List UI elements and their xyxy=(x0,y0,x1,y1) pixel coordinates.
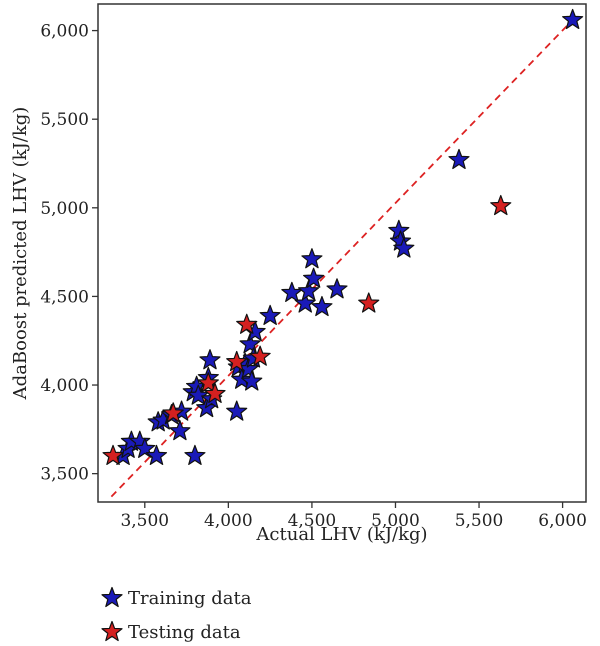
testing-point xyxy=(102,444,124,466)
testing-point xyxy=(236,313,258,334)
training-point xyxy=(169,420,191,441)
y-tick-label: 4,500 xyxy=(40,287,89,307)
x-tick-label: 4,000 xyxy=(204,511,253,531)
testing-series xyxy=(102,194,512,466)
x-tick-label: 3,500 xyxy=(120,511,169,531)
training-point xyxy=(199,349,221,370)
testing-point xyxy=(249,345,271,366)
y-tick-label: 6,000 xyxy=(40,22,89,42)
training-point xyxy=(448,148,470,170)
testing-point xyxy=(358,292,380,313)
training-point xyxy=(241,370,263,391)
training-point xyxy=(239,333,261,354)
y-axis-title: AdaBoost predicted LHV (kJ/kg) xyxy=(10,107,31,401)
training-point xyxy=(184,444,206,466)
training-point xyxy=(326,278,348,299)
training-point xyxy=(281,281,303,302)
training-point xyxy=(562,8,584,30)
training-point xyxy=(294,292,316,313)
legend: Training data Testing data xyxy=(101,586,252,643)
y-tick-label: 5,500 xyxy=(40,110,89,130)
testing-point xyxy=(490,194,512,216)
legend-star-testing-icon xyxy=(101,620,123,642)
training-point xyxy=(187,384,209,405)
training-point xyxy=(145,444,168,466)
training-point xyxy=(259,304,281,326)
y-tick-label: 4,000 xyxy=(40,376,89,396)
legend-star-shape xyxy=(101,620,123,642)
x-axis-title: Actual LHV (kJ/kg) xyxy=(255,524,427,545)
reference-line xyxy=(110,19,574,498)
testing-point xyxy=(197,372,219,393)
legend-label-testing: Testing data xyxy=(128,622,241,643)
training-point xyxy=(226,400,248,421)
training-point xyxy=(393,237,415,258)
x-tick-label: 5,000 xyxy=(371,511,420,531)
legend-star-shape xyxy=(101,586,123,608)
testing-point xyxy=(162,402,184,423)
y-tick-label: 3,500 xyxy=(40,465,89,485)
training-point xyxy=(301,248,323,269)
testing-point xyxy=(226,350,248,372)
legend-star-training-icon xyxy=(101,586,123,608)
training-point xyxy=(297,280,320,301)
x-tick-label: 5,500 xyxy=(455,511,504,531)
y-tick-label: 5,000 xyxy=(40,199,89,219)
training-point xyxy=(303,267,325,288)
training-point xyxy=(134,437,156,458)
x-axis: 3,500 4,000 4,500 5,000 5,500 6,000 xyxy=(120,502,587,531)
plot-frame xyxy=(97,3,587,503)
x-tick-label: 4,500 xyxy=(288,511,337,531)
training-point xyxy=(311,295,333,317)
legend-label-training: Training data xyxy=(128,588,252,609)
y-axis: 3,500 4,000 4,500 5,000 5,500 6,000 xyxy=(40,22,98,485)
training-series xyxy=(112,8,584,466)
x-tick-label: 6,000 xyxy=(538,511,587,531)
data-points xyxy=(102,8,584,466)
testing-point xyxy=(204,382,226,403)
